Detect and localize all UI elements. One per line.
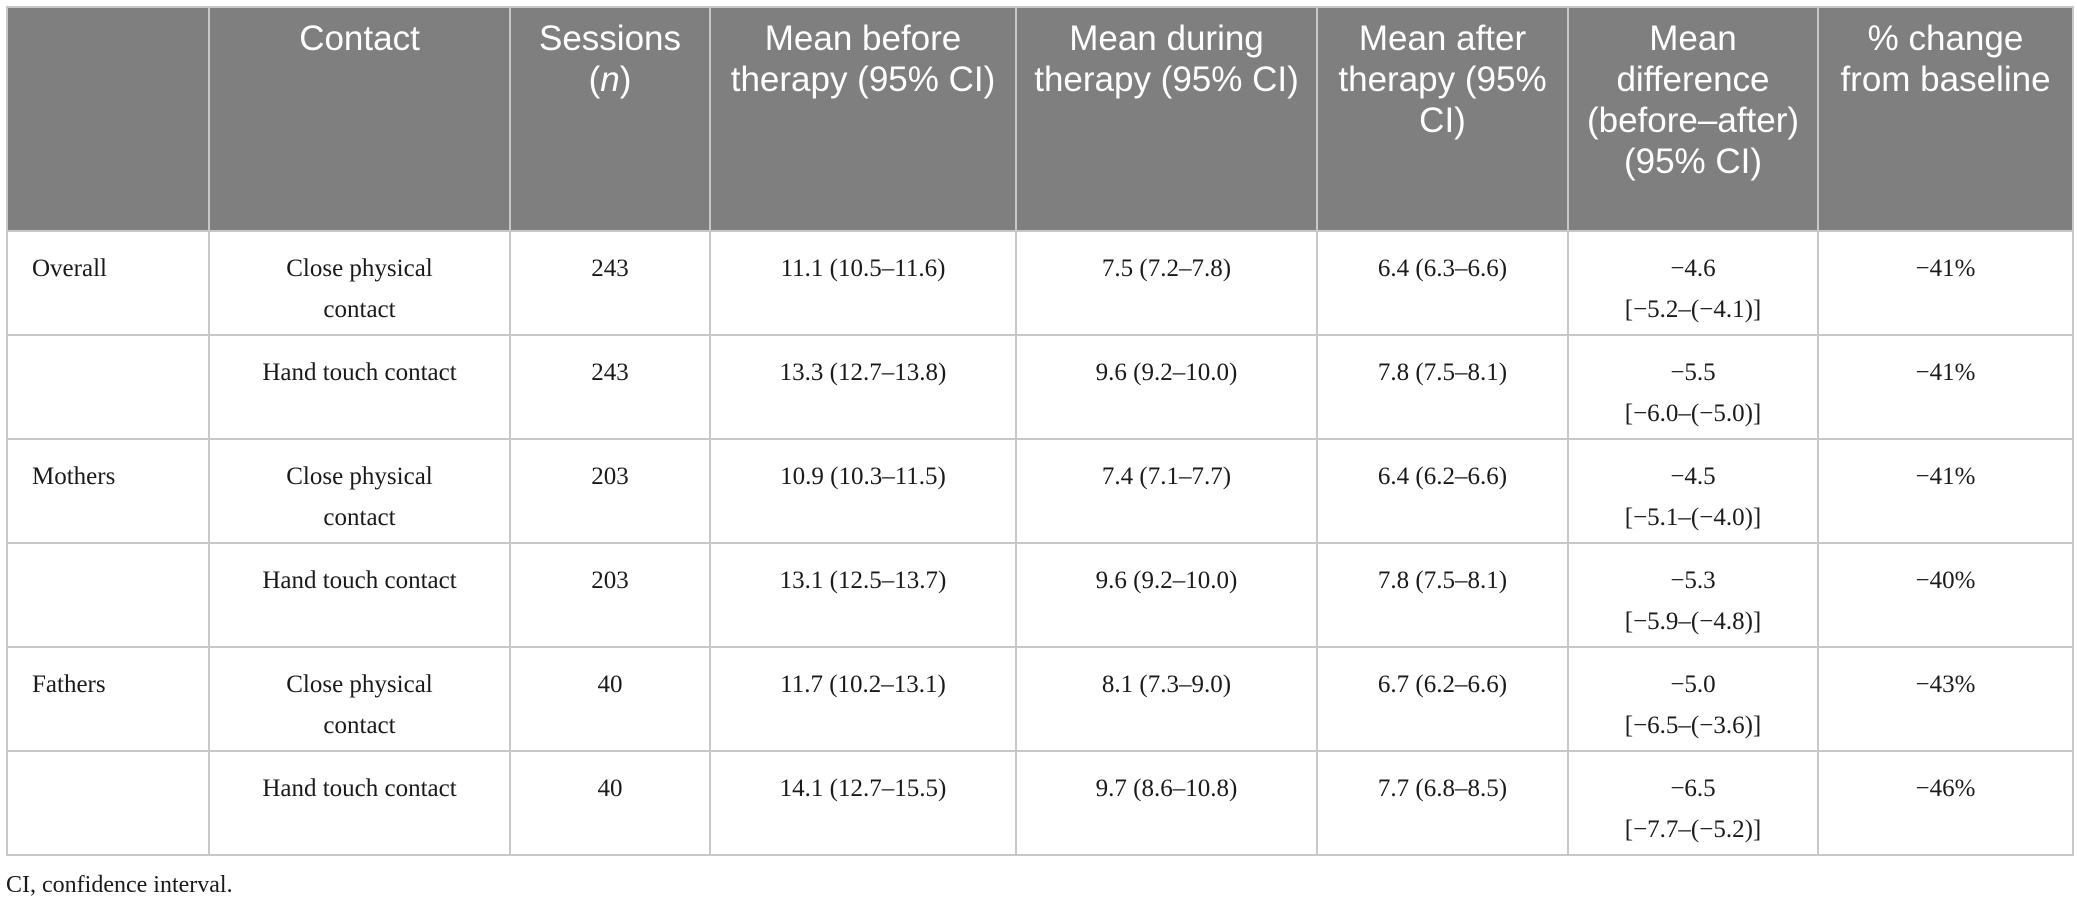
table-body: Overall Close physical contact 243 11.1 … — [6, 230, 2074, 856]
group-cell — [6, 334, 210, 440]
change-cell: −46% — [1817, 750, 2074, 856]
change-cell: −43% — [1817, 646, 2074, 752]
header-contact: Contact — [208, 6, 511, 232]
group-cell: Fathers — [6, 646, 210, 752]
difference-ci: [−5.2–(−4.1)] — [1624, 296, 1762, 323]
sessions-cell: 40 — [509, 646, 711, 752]
before-cell: 10.9 (10.3–11.5) — [709, 438, 1017, 544]
difference-mean: −5.3 — [1670, 567, 1716, 594]
header-change: % change from baseline — [1817, 6, 2074, 232]
contact-line-2: contact — [323, 712, 396, 739]
header-row: Contact Sessions (n) Mean before therapy… — [6, 6, 2074, 232]
results-table: Contact Sessions (n) Mean before therapy… — [6, 6, 2074, 856]
contact-line-1: Hand touch contact — [262, 567, 457, 594]
after-cell: 6.4 (6.3–6.6) — [1316, 230, 1569, 336]
difference-ci: [−7.7–(−5.2)] — [1624, 816, 1762, 843]
table-row: Hand touch contact 243 13.3 (12.7–13.8) … — [6, 334, 2074, 440]
header-before: Mean before therapy (95% CI) — [709, 6, 1017, 232]
during-cell: 9.6 (9.2–10.0) — [1015, 334, 1318, 440]
change-cell: −41% — [1817, 334, 2074, 440]
contact-cell: Close physical contact — [208, 230, 511, 336]
sessions-cell: 243 — [509, 334, 711, 440]
header-sessions-n: (n) — [588, 60, 632, 99]
header-difference: Mean difference (before–after) (95% CI) — [1567, 6, 1819, 232]
contact-line-1: Close physical — [286, 255, 433, 282]
table-footnote: CI, confidence interval. — [6, 872, 233, 898]
difference-ci: [−5.9–(−4.8)] — [1624, 608, 1762, 635]
after-cell: 7.8 (7.5–8.1) — [1316, 542, 1569, 648]
change-cell: −40% — [1817, 542, 2074, 648]
after-cell: 6.4 (6.2–6.6) — [1316, 438, 1569, 544]
difference-ci: [−6.0–(−5.0)] — [1624, 400, 1762, 427]
after-cell: 7.7 (6.8–8.5) — [1316, 750, 1569, 856]
change-cell: −41% — [1817, 230, 2074, 336]
table-row: Hand touch contact 203 13.1 (12.5–13.7) … — [6, 542, 2074, 648]
sessions-cell: 243 — [509, 230, 711, 336]
during-cell: 8.1 (7.3–9.0) — [1015, 646, 1318, 752]
difference-mean: −5.0 — [1670, 671, 1716, 698]
during-cell: 9.7 (8.6–10.8) — [1015, 750, 1318, 856]
contact-cell: Hand touch contact — [208, 750, 511, 856]
difference-cell: −6.5 [−7.7–(−5.2)] — [1567, 750, 1819, 856]
difference-cell: −5.0 [−6.5–(−3.6)] — [1567, 646, 1819, 752]
contact-line-2: contact — [323, 504, 396, 531]
data-table-container: Contact Sessions (n) Mean before therapy… — [6, 6, 2074, 856]
difference-cell: −5.5 [−6.0–(−5.0)] — [1567, 334, 1819, 440]
during-cell: 7.4 (7.1–7.7) — [1015, 438, 1318, 544]
change-cell: −41% — [1817, 438, 2074, 544]
contact-line-1: Close physical — [286, 671, 433, 698]
group-cell — [6, 542, 210, 648]
header-sessions-n-italic: n — [600, 60, 620, 99]
difference-mean: −4.6 — [1670, 255, 1716, 282]
group-cell — [6, 750, 210, 856]
difference-ci: [−6.5–(−3.6)] — [1624, 712, 1762, 739]
contact-cell: Hand touch contact — [208, 542, 511, 648]
during-cell: 7.5 (7.2–7.8) — [1015, 230, 1318, 336]
sessions-cell: 40 — [509, 750, 711, 856]
difference-cell: −4.6 [−5.2–(−4.1)] — [1567, 230, 1819, 336]
contact-cell: Hand touch contact — [208, 334, 511, 440]
difference-mean: −5.5 — [1670, 359, 1716, 386]
before-cell: 13.3 (12.7–13.8) — [709, 334, 1017, 440]
header-sessions-label: Sessions — [538, 19, 682, 58]
contact-cell: Close physical contact — [208, 646, 511, 752]
contact-line-1: Hand touch contact — [262, 775, 457, 802]
table-row: Fathers Close physical contact 40 11.7 (… — [6, 646, 2074, 752]
header-sessions: Sessions (n) — [509, 6, 711, 232]
table-row: Mothers Close physical contact 203 10.9 … — [6, 438, 2074, 544]
group-cell: Mothers — [6, 438, 210, 544]
contact-line-2: contact — [323, 296, 396, 323]
after-cell: 6.7 (6.2–6.6) — [1316, 646, 1569, 752]
difference-mean: −6.5 — [1670, 775, 1716, 802]
header-after: Mean after therapy (95% CI) — [1316, 6, 1569, 232]
difference-mean: −4.5 — [1670, 463, 1716, 490]
table-row: Overall Close physical contact 243 11.1 … — [6, 230, 2074, 336]
during-cell: 9.6 (9.2–10.0) — [1015, 542, 1318, 648]
contact-cell: Close physical contact — [208, 438, 511, 544]
sessions-cell: 203 — [509, 542, 711, 648]
before-cell: 11.1 (10.5–11.6) — [709, 230, 1017, 336]
sessions-cell: 203 — [509, 438, 711, 544]
table-row: Hand touch contact 40 14.1 (12.7–15.5) 9… — [6, 750, 2074, 856]
contact-line-1: Close physical — [286, 463, 433, 490]
difference-cell: −4.5 [−5.1–(−4.0)] — [1567, 438, 1819, 544]
difference-ci: [−5.1–(−4.0)] — [1624, 504, 1762, 531]
contact-line-1: Hand touch contact — [262, 359, 457, 386]
group-cell: Overall — [6, 230, 210, 336]
before-cell: 13.1 (12.5–13.7) — [709, 542, 1017, 648]
header-group — [6, 6, 210, 232]
after-cell: 7.8 (7.5–8.1) — [1316, 334, 1569, 440]
header-during: Mean during therapy (95% CI) — [1015, 6, 1318, 232]
table-header: Contact Sessions (n) Mean before therapy… — [6, 6, 2074, 232]
before-cell: 14.1 (12.7–15.5) — [709, 750, 1017, 856]
before-cell: 11.7 (10.2–13.1) — [709, 646, 1017, 752]
difference-cell: −5.3 [−5.9–(−4.8)] — [1567, 542, 1819, 648]
